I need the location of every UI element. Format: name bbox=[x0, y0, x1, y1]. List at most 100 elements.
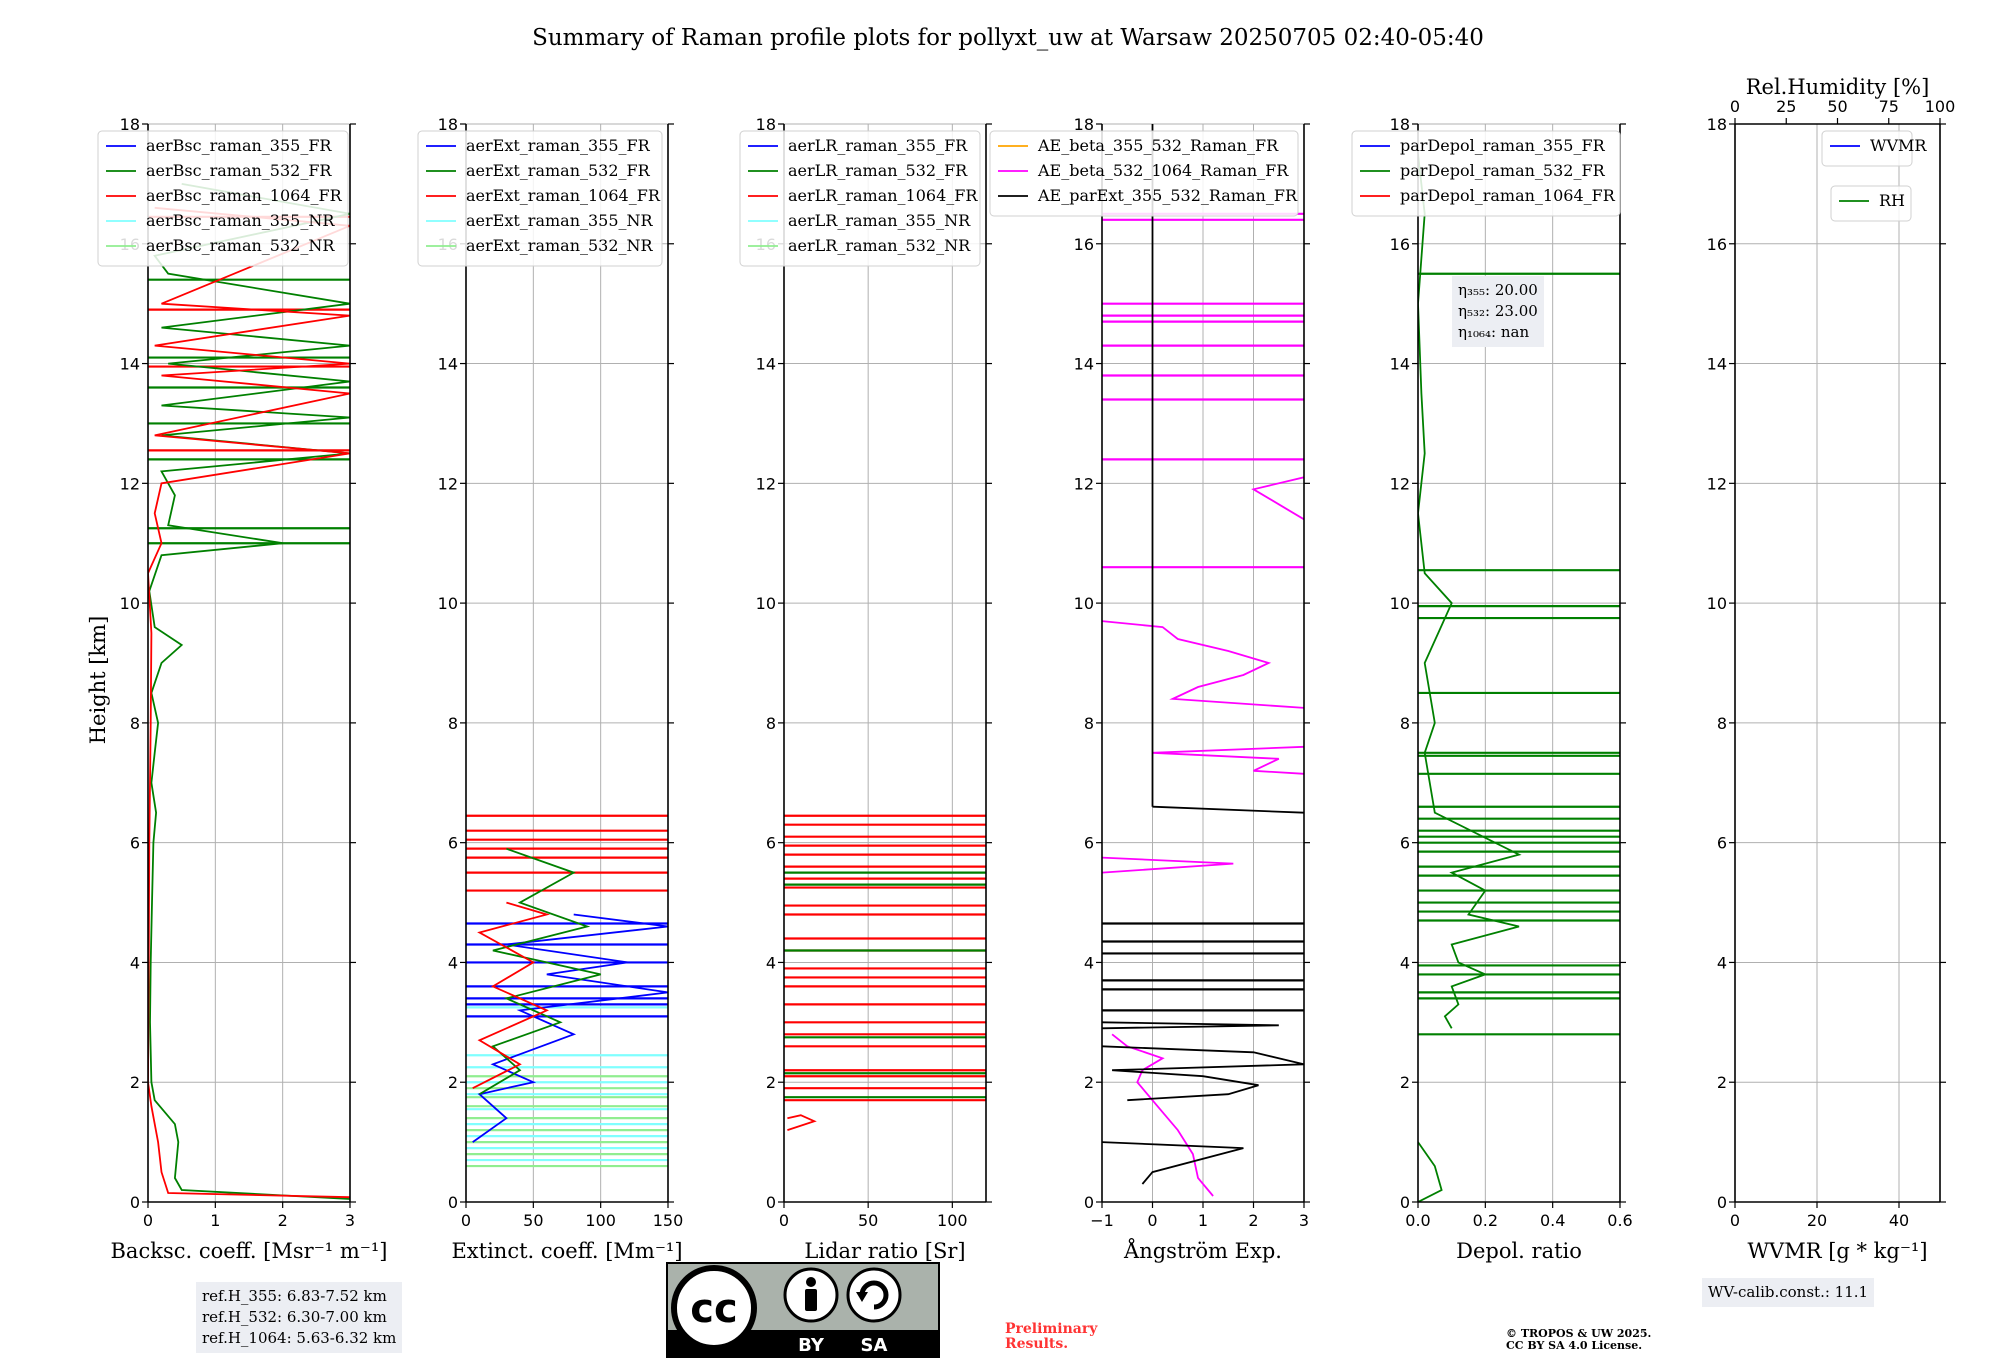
y-tick-label: 8 bbox=[1084, 714, 1094, 733]
legend-entry: parDepol_raman_532_FR bbox=[1400, 161, 1606, 180]
legend-entry: aerExt_raman_1064_FR bbox=[466, 186, 661, 205]
share-alike-arc-shape bbox=[859, 1280, 889, 1310]
copyright-line-2: CC BY SA 4.0 License. bbox=[1506, 1339, 1643, 1352]
copyright-notice: © TROPOS & UW 2025. CC BY SA 4.0 License… bbox=[1506, 1328, 1651, 1352]
y-tick-label: 18 bbox=[120, 115, 140, 134]
x-tick-label: 0 bbox=[779, 1211, 789, 1230]
preliminary-line-1: Preliminary bbox=[1005, 1321, 1098, 1337]
x-tick-label: 100 bbox=[937, 1211, 968, 1230]
panel-1: 0246810121416180123Backsc. coeff. [Msr⁻¹… bbox=[97, 115, 387, 1263]
y-tick-label: 18 bbox=[1074, 115, 1094, 134]
x-tick-label: 0 bbox=[1730, 1211, 1740, 1230]
x-axis-label: WVMR [g * kg⁻¹] bbox=[1747, 1239, 1927, 1263]
x-tick-label: 0 bbox=[1147, 1211, 1157, 1230]
y-tick-label: 4 bbox=[130, 953, 140, 972]
data-layer bbox=[466, 814, 668, 1168]
legend-frame bbox=[989, 130, 1299, 217]
legend-entry: AE_beta_532_1064_Raman_FR bbox=[1037, 161, 1289, 180]
y-tick-label: 14 bbox=[1074, 355, 1094, 374]
x-axis-label: Extinct. coeff. [Mm⁻¹] bbox=[451, 1239, 682, 1263]
y-tick-label: 10 bbox=[120, 594, 140, 613]
y-tick-label: 6 bbox=[130, 834, 140, 853]
person-body-shape bbox=[805, 1289, 817, 1311]
share-alike-icon bbox=[846, 1267, 902, 1323]
y-tick-label: 4 bbox=[1400, 953, 1410, 972]
x-tick-label: 1 bbox=[1198, 1211, 1208, 1230]
legend: WVMR bbox=[1821, 130, 1927, 167]
legend-entry: aerLR_raman_355_FR bbox=[788, 136, 968, 155]
panel-5: 0 2 4 6 8 10 12 14 16 18 0.0 0.2 0.4 0.6 Depol. ratio p… bbox=[1351, 115, 1633, 1263]
y-tick-label: 0 bbox=[766, 1193, 776, 1212]
y-tick-label: 10 bbox=[1390, 594, 1410, 613]
y-tick-label: 8 bbox=[1717, 714, 1727, 733]
top-tick-label: 0 bbox=[1730, 97, 1740, 116]
data-layer bbox=[1418, 153, 1620, 1202]
x-axis-label: Ångström Exp. bbox=[1123, 1238, 1282, 1263]
legend: aerBsc_raman_355_FR aerBsc_raman_532_FRae… bbox=[97, 130, 349, 267]
legend-entry: AE_beta_355_532_Raman_FR bbox=[1037, 136, 1279, 155]
x-tick-label: 3 bbox=[345, 1211, 355, 1230]
series-aerExt_raman_532_FR bbox=[479, 847, 601, 1095]
share-alike-arrow-shape bbox=[856, 1292, 868, 1302]
legend-entry: aerBsc_raman_1064_FR bbox=[146, 186, 343, 205]
y-tick-label: 14 bbox=[1707, 355, 1727, 374]
y-tick-label: 10 bbox=[438, 594, 458, 613]
y-tick-label: 12 bbox=[438, 474, 458, 493]
series-AE_parExt_355_532_Raman_FR bbox=[1102, 1141, 1244, 1185]
y-tick-label: 18 bbox=[756, 115, 776, 134]
panels-group: 0246810121416180123Backsc. coeff. [Msr⁻¹… bbox=[97, 75, 1956, 1263]
legend: aerExt_raman_355_FR aerExt_raman_532_FRae… bbox=[417, 130, 663, 267]
top-tick-label: 75 bbox=[1879, 97, 1899, 116]
y-tick-label: 0 bbox=[1717, 1193, 1727, 1212]
y-tick-label: 0 bbox=[130, 1193, 140, 1212]
eta-355: η₃₅₅: 20.00 bbox=[1458, 281, 1538, 299]
cc-by-sa-license-badge: cc BY SA bbox=[666, 1262, 940, 1358]
top-tick-label: 100 bbox=[1925, 97, 1956, 116]
ref-height-355: ref.H_355: 6.83-7.52 km bbox=[202, 1287, 387, 1305]
y-tick-label: 6 bbox=[1717, 834, 1727, 853]
y-tick-label: 6 bbox=[1400, 834, 1410, 853]
y-tick-label: 6 bbox=[766, 834, 776, 853]
legend-frame bbox=[97, 130, 349, 267]
y-tick-label: 14 bbox=[120, 355, 140, 374]
x-tick-label: −1 bbox=[1090, 1211, 1114, 1230]
y-tick-label: 0 bbox=[1400, 1193, 1410, 1212]
x-tick-label: 0.4 bbox=[1540, 1211, 1565, 1230]
legend-entry: aerExt_raman_355_FR bbox=[466, 136, 651, 155]
ref-height-532: ref.H_532: 6.30-7.00 km bbox=[202, 1308, 387, 1326]
x-tick-label: 0.6 bbox=[1607, 1211, 1632, 1230]
x-tick-label: 0 bbox=[143, 1211, 153, 1230]
y-tick-label: 2 bbox=[448, 1073, 458, 1092]
legend-entry: aerLR_raman_355_NR bbox=[788, 211, 971, 230]
x-tick-label: 50 bbox=[858, 1211, 878, 1230]
top-tick-label: 25 bbox=[1776, 97, 1796, 116]
legend-entry: aerExt_raman_532_NR bbox=[466, 236, 654, 255]
y-tick-label: 8 bbox=[766, 714, 776, 733]
y-tick-label: 18 bbox=[1707, 115, 1727, 134]
person-head-shape bbox=[806, 1277, 816, 1287]
y-tick-label: 10 bbox=[1707, 594, 1727, 613]
y-tick-label: 8 bbox=[1400, 714, 1410, 733]
wv-calib-constant: WV-calib.const.: 11.1 bbox=[1708, 1283, 1869, 1301]
figure-title: Summary of Raman profile plots for polly… bbox=[532, 25, 1484, 51]
y-tick-label: 18 bbox=[438, 115, 458, 134]
legend-entry: aerBsc_raman_532_FR bbox=[146, 161, 332, 180]
y-tick-label: 16 bbox=[1074, 235, 1094, 254]
y-tick-label: 8 bbox=[448, 714, 458, 733]
legend-entry: aerBsc_raman_532_NR bbox=[146, 236, 335, 255]
cc-sa-label: SA bbox=[861, 1335, 888, 1356]
series-aerExt_raman_1064_FR bbox=[472, 901, 551, 1090]
panel-3: 024681012141618050100Lidar ratio [Sr]aer… bbox=[739, 115, 992, 1263]
y-tick-label: 14 bbox=[438, 355, 458, 374]
legend-entry: WVMR bbox=[1870, 136, 1927, 155]
x-tick-label: 0.0 bbox=[1405, 1211, 1430, 1230]
top-tick-label: 50 bbox=[1827, 97, 1847, 116]
y-tick-label: 12 bbox=[1707, 474, 1727, 493]
cc-by-label: BY bbox=[798, 1335, 825, 1356]
legend-entry: parDepol_raman_355_FR bbox=[1400, 136, 1606, 155]
y-tick-label: 2 bbox=[1717, 1073, 1727, 1092]
y-tick-label: 6 bbox=[448, 834, 458, 853]
data-layer bbox=[148, 183, 350, 1200]
